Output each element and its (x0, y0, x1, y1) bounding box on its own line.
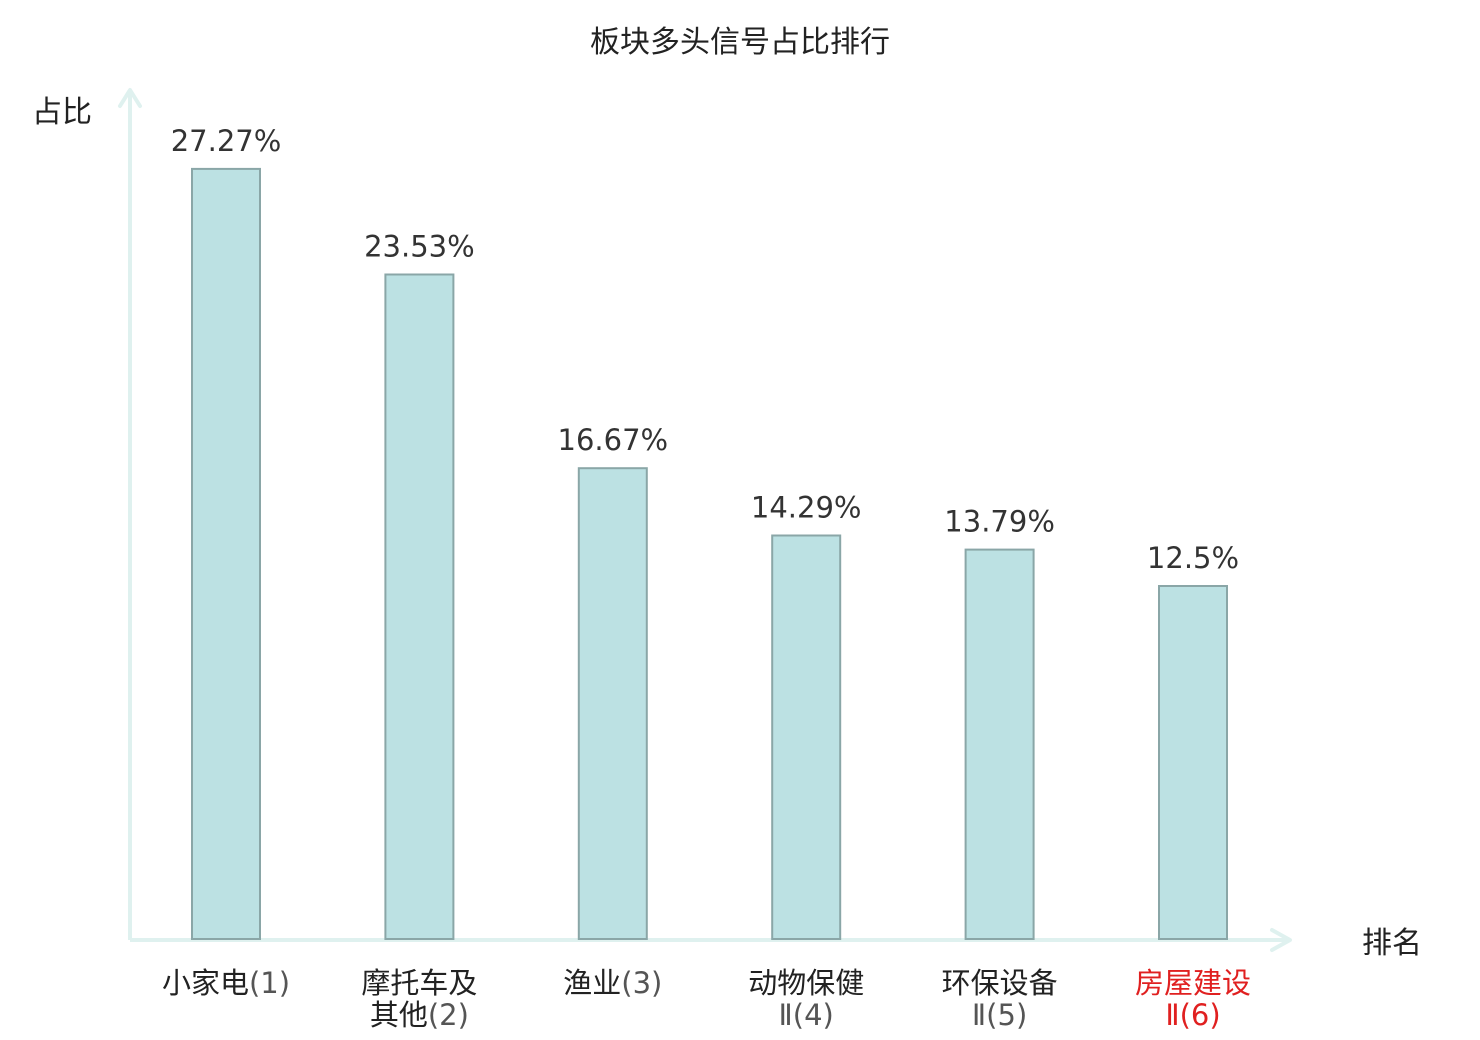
category-name: 其他 (370, 998, 428, 1032)
category-label-6-line-2: Ⅱ(6) (1165, 998, 1220, 1032)
category-label-4-line-1: 动物保健 (748, 966, 864, 1000)
category-label-6-line-1: 房屋建设 (1135, 966, 1251, 1000)
category-label-1-line-1: 小家电(1) (162, 966, 290, 1000)
category-rank: (3) (621, 966, 662, 1000)
value-label-6: 12.5% (1147, 541, 1239, 575)
category-name: 房屋建设 (1135, 966, 1251, 1000)
bar-1 (191, 167, 261, 940)
value-label-3: 16.67% (558, 423, 669, 457)
category-rank: Ⅱ(4) (779, 998, 834, 1032)
category-label-5-line-1: 环保设备 (942, 966, 1058, 1000)
value-label-5: 13.79% (944, 505, 1055, 539)
category-rank: Ⅱ(5) (972, 998, 1027, 1032)
value-label-2: 23.53% (364, 230, 475, 264)
category-label-3-line-1: 渔业(3) (563, 966, 662, 1000)
bar-3 (577, 467, 648, 940)
bar-4 (771, 534, 842, 940)
value-label-1: 27.27% (171, 124, 282, 158)
bar-5 (964, 548, 1035, 940)
y-axis-arrow-icon (118, 88, 142, 108)
category-rank: (2) (428, 998, 469, 1032)
value-label-4: 14.29% (751, 491, 862, 525)
chart-title: 板块多头信号占比排行 (590, 25, 890, 60)
category-label-2-line-2: 其他(2) (370, 998, 469, 1032)
category-label-4-line-2: Ⅱ(4) (779, 998, 834, 1032)
category-name: 摩托车及 (361, 966, 477, 1000)
category-name: 动物保健 (748, 966, 864, 1000)
category-name: 渔业 (563, 966, 621, 1000)
category-label-5-line-2: Ⅱ(5) (972, 998, 1027, 1032)
category-name: 环保设备 (942, 966, 1058, 1000)
x-axis-arrow-icon (1270, 928, 1292, 952)
category-label-2-line-1: 摩托车及 (361, 966, 477, 1000)
value-labels-group: 27.27% 23.53% 16.67% 14.29% 13.79% 12.5% (171, 124, 1239, 575)
category-name: 小家电 (162, 966, 249, 1000)
x-axis-label: 排名 (1362, 926, 1422, 961)
category-rank: (1) (249, 966, 290, 1000)
bars-group (191, 167, 1228, 940)
category-rank: Ⅱ(6) (1165, 998, 1220, 1032)
bar-2 (384, 273, 455, 940)
y-axis-label: 占比 (32, 95, 92, 130)
bar-6 (1158, 585, 1228, 940)
